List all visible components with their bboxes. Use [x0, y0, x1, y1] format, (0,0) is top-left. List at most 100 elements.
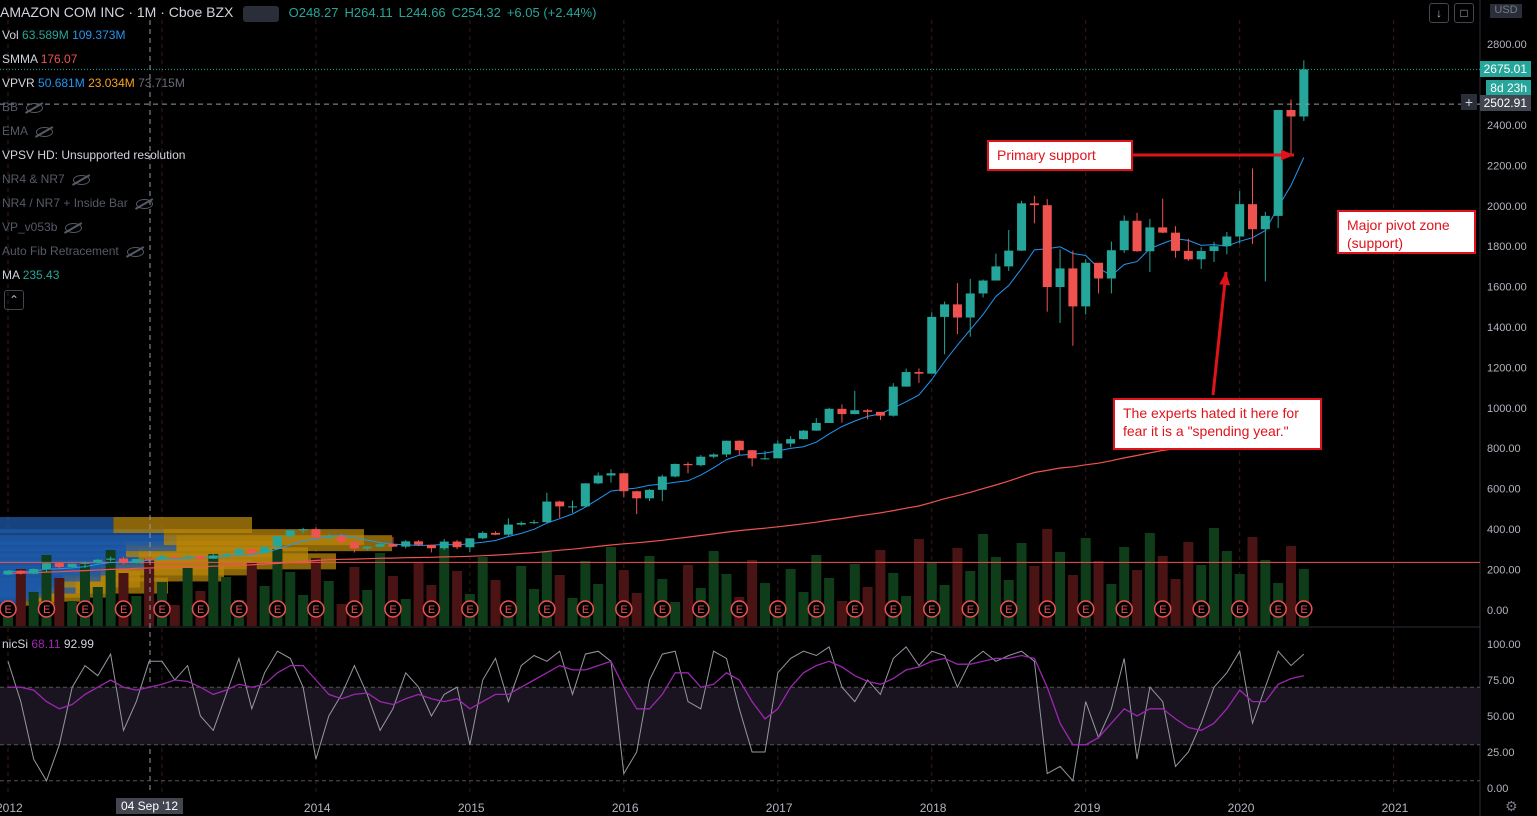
volume-bar — [1119, 547, 1130, 626]
y-tick-label: 200.00 — [1487, 564, 1521, 576]
candle-body — [670, 463, 680, 477]
legend-vp[interactable]: VP_v053b — [2, 220, 83, 234]
candle-body — [208, 555, 218, 559]
candle-body — [850, 410, 860, 415]
volume-bar — [606, 547, 617, 626]
candle-body — [747, 450, 757, 459]
earnings-label: E — [1236, 604, 1243, 616]
candle-body — [234, 549, 244, 554]
earnings-marker — [384, 600, 402, 618]
candle-body — [375, 544, 385, 547]
legend-bb[interactable]: BB — [2, 100, 44, 114]
earnings-marker — [846, 600, 864, 618]
candle-body — [811, 422, 821, 431]
earnings-marker — [461, 600, 479, 618]
candle-body — [388, 544, 398, 547]
candle-body — [67, 563, 77, 568]
earnings-label: E — [1275, 604, 1282, 616]
y-tick-label: 1600.00 — [1487, 282, 1527, 294]
volume-bar — [593, 584, 604, 626]
earnings-label: E — [736, 604, 743, 616]
candle-body — [426, 544, 436, 549]
candle-body — [16, 570, 26, 574]
candle-body — [786, 439, 796, 444]
volume-bar — [541, 552, 552, 626]
earnings-marker — [615, 600, 633, 618]
legend-nr[interactable]: NR4 & NR7 — [2, 172, 90, 186]
add-alert-icon[interactable]: + — [1461, 94, 1477, 110]
earnings-marker — [76, 600, 94, 618]
chevron-down-icon[interactable]: ↓ — [1429, 3, 1449, 23]
volume-bar — [259, 586, 270, 626]
annotation-experts[interactable]: The experts hated it here for fear it is… — [1113, 398, 1322, 450]
volume-bar — [990, 557, 1001, 626]
hidden-eye-icon — [36, 126, 54, 137]
volume-bar — [1286, 546, 1296, 626]
earnings-marker — [999, 600, 1018, 618]
volume-bar — [310, 558, 321, 626]
volume-bar — [1067, 575, 1078, 626]
earnings-label: E — [1005, 604, 1012, 616]
earnings-marker — [230, 600, 248, 618]
earnings-label: E — [582, 604, 589, 616]
annotation-primary-support[interactable]: Primary support — [987, 140, 1133, 171]
candle-body — [260, 546, 270, 554]
earnings-marker — [884, 600, 903, 618]
legend-fib[interactable]: Auto Fib Retracement — [2, 244, 144, 258]
legend-nr-inside[interactable]: NR4 / NR7 + Inside Bar — [2, 196, 153, 210]
legend-ma[interactable]: MA 235.43 — [2, 268, 60, 282]
candle-body — [529, 522, 539, 524]
legend-vpsv[interactable]: VPSV HD: Unsupported resolution — [2, 148, 186, 162]
volume-bar — [901, 596, 912, 626]
candle-body — [593, 475, 603, 484]
earnings-marker — [1038, 600, 1056, 618]
volume-bar — [1093, 561, 1104, 626]
volume-bar — [747, 560, 758, 626]
ohlc-open: O248.27 — [288, 5, 339, 20]
candle-body — [734, 440, 744, 451]
candle-body — [311, 529, 321, 538]
candle-body — [195, 556, 205, 559]
settings-gear-icon[interactable]: ⚙ — [1505, 798, 1518, 814]
candle-body — [465, 538, 475, 548]
y-tick-label: 800.00 — [1487, 443, 1521, 455]
candle-body — [901, 372, 911, 387]
earnings-label: E — [1300, 604, 1307, 616]
legend-smma[interactable]: SMMA 176.07 — [2, 52, 78, 66]
candle-body — [965, 293, 975, 318]
volume-bar — [79, 564, 90, 626]
volume-bar — [1247, 537, 1258, 626]
volume-bar — [618, 570, 629, 626]
candle-body — [1145, 227, 1155, 252]
legend-vol[interactable]: Vol 63.589M 109.373M — [2, 28, 126, 42]
legend-oscillator[interactable]: nicSi 68.11 92.99 — [2, 637, 94, 651]
arrow-experts-head — [1219, 272, 1231, 286]
earnings-marker — [345, 600, 364, 618]
candle-body — [118, 558, 128, 563]
earnings-label: E — [351, 604, 358, 616]
volume-bar — [862, 587, 873, 626]
symbol-title[interactable]: AMAZON COM INC · 1M · Cboe BZX — [0, 4, 234, 20]
volume-bar — [708, 551, 719, 626]
flag-buttons[interactable] — [242, 5, 279, 22]
maximize-icon[interactable]: □ — [1454, 3, 1474, 23]
earnings-marker — [1230, 600, 1249, 618]
x-tick-label: 2019 — [1074, 801, 1101, 815]
x-tick-label: 2015 — [458, 801, 485, 815]
collapse-legend-icon[interactable]: ⌃ — [4, 290, 24, 310]
y-tick-label: 2000.00 — [1487, 201, 1527, 213]
annotation-pivot-zone[interactable]: Major pivot zone (support) — [1337, 210, 1476, 254]
earnings-label: E — [5, 604, 12, 616]
legend-ema[interactable]: EMA — [2, 124, 54, 138]
volume-bar — [824, 578, 835, 626]
legend-vpvr[interactable]: VPVR 50.681M 23.034M 73.715M — [2, 76, 185, 90]
osc-tick-label: 75.00 — [1487, 675, 1515, 687]
volume-bar — [375, 553, 386, 626]
ohlc-low: L244.66 — [398, 5, 446, 20]
vpvr-bar-buy — [0, 516, 114, 533]
earnings-label: E — [659, 604, 666, 616]
candle-body — [1260, 215, 1270, 230]
x-tick-label: 2017 — [766, 801, 793, 815]
candle-body — [1042, 205, 1052, 287]
